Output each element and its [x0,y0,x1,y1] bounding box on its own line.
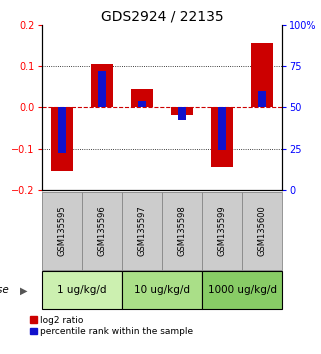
Bar [42,192,82,269]
Text: GSM135597: GSM135597 [137,205,147,256]
Bar [122,192,162,269]
Text: GSM135598: GSM135598 [178,205,187,256]
Text: 10 ug/kg/d: 10 ug/kg/d [134,285,190,295]
Bar [178,107,186,120]
Bar [202,192,242,269]
Bar [162,192,202,269]
Text: GSM135600: GSM135600 [258,205,267,256]
Bar [122,271,202,309]
Bar [58,107,66,154]
Text: GSM135599: GSM135599 [218,205,227,256]
Bar [258,91,266,107]
Bar [51,107,73,171]
Bar [251,43,273,107]
Text: 1000 ug/kg/d: 1000 ug/kg/d [208,285,277,295]
Title: GDS2924 / 22135: GDS2924 / 22135 [101,10,223,24]
Text: GSM135596: GSM135596 [97,205,107,256]
Text: 1 ug/kg/d: 1 ug/kg/d [57,285,107,295]
Text: GSM135595: GSM135595 [57,205,66,256]
Legend: log2 ratio, percentile rank within the sample: log2 ratio, percentile rank within the s… [30,316,193,336]
Bar [242,192,282,269]
Bar [138,101,146,107]
Bar [91,64,113,107]
Bar [211,107,233,167]
Bar [202,271,282,309]
Bar [171,107,193,115]
Text: ▶: ▶ [20,285,28,295]
Text: dose: dose [0,285,10,295]
Bar [131,89,153,107]
Bar [42,271,122,309]
Bar [98,71,106,107]
Bar [82,192,122,269]
Bar [218,107,226,150]
